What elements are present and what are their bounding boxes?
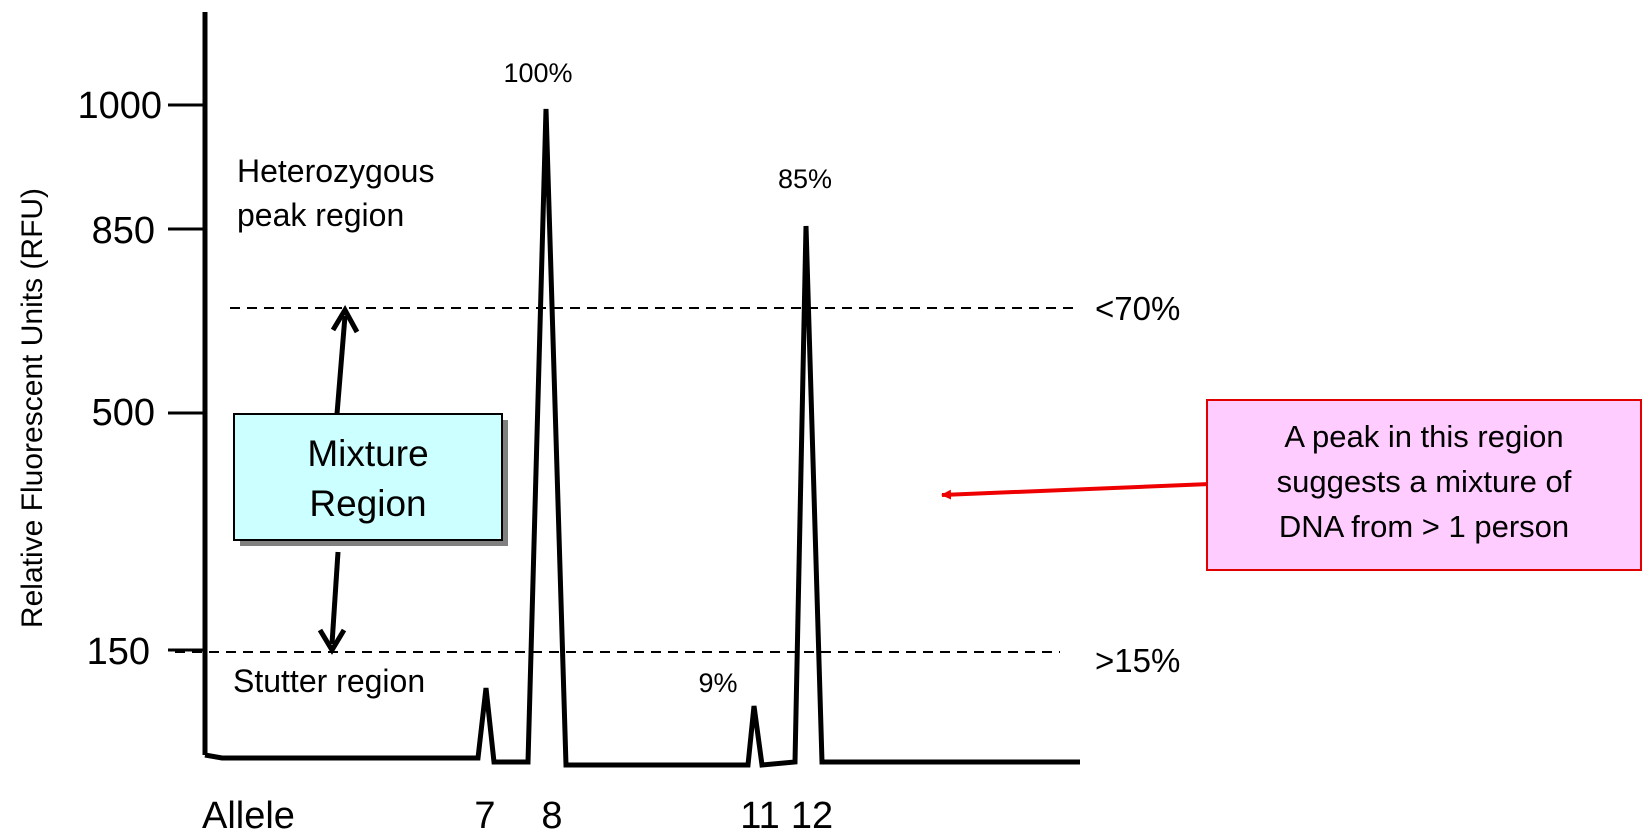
y-tick-label-850: 850 <box>92 210 155 252</box>
peak-percent-label-85: 85% <box>778 164 832 194</box>
y-tick-label-150: 150 <box>87 631 150 673</box>
callout-red-arrow <box>941 482 1211 500</box>
mixture-arrow-shaft-top <box>334 315 348 415</box>
electropherogram-trace <box>204 108 1080 768</box>
y-axis-label: Relative Fluorescent Units (RFU) <box>16 188 49 628</box>
stutter-region-label: Stutter region <box>233 663 425 699</box>
callout-text-line3: DNA from > 1 person <box>1279 509 1569 544</box>
allele-label-11: 11 <box>740 795 779 833</box>
callout-text-line1: A peak in this region <box>1284 419 1563 454</box>
mixture-region-label-line1: Mixture <box>307 433 428 474</box>
mixture-arrow-head-top <box>330 304 360 334</box>
allele-label-12: 12 <box>791 795 833 833</box>
threshold-label-lower: >15% <box>1095 642 1180 679</box>
allele-label-7: 7 <box>474 795 495 833</box>
callout-text-line2: suggests a mixture of <box>1277 464 1572 499</box>
mixture-region-box <box>233 413 503 541</box>
callout-box <box>1206 399 1642 571</box>
mixture-region-label-line2: Region <box>309 483 426 524</box>
mixture-arrow-shaft-bottom <box>329 551 341 645</box>
allele-label-8: 8 <box>541 795 562 833</box>
x-axis-label: Allele <box>202 795 295 833</box>
y-tick-label-1000: 1000 <box>77 85 162 127</box>
mixture-arrow-head-bottom <box>317 628 347 655</box>
heterozygous-region-label-line2: peak region <box>237 197 404 233</box>
peak-percent-label-100: 100% <box>503 58 572 88</box>
peak-percent-label-9: 9% <box>698 668 737 698</box>
y-tick-label-500: 500 <box>92 392 155 434</box>
threshold-label-upper: <70% <box>1095 290 1180 327</box>
heterozygous-region-label-line1: Heterozygous <box>237 153 434 189</box>
